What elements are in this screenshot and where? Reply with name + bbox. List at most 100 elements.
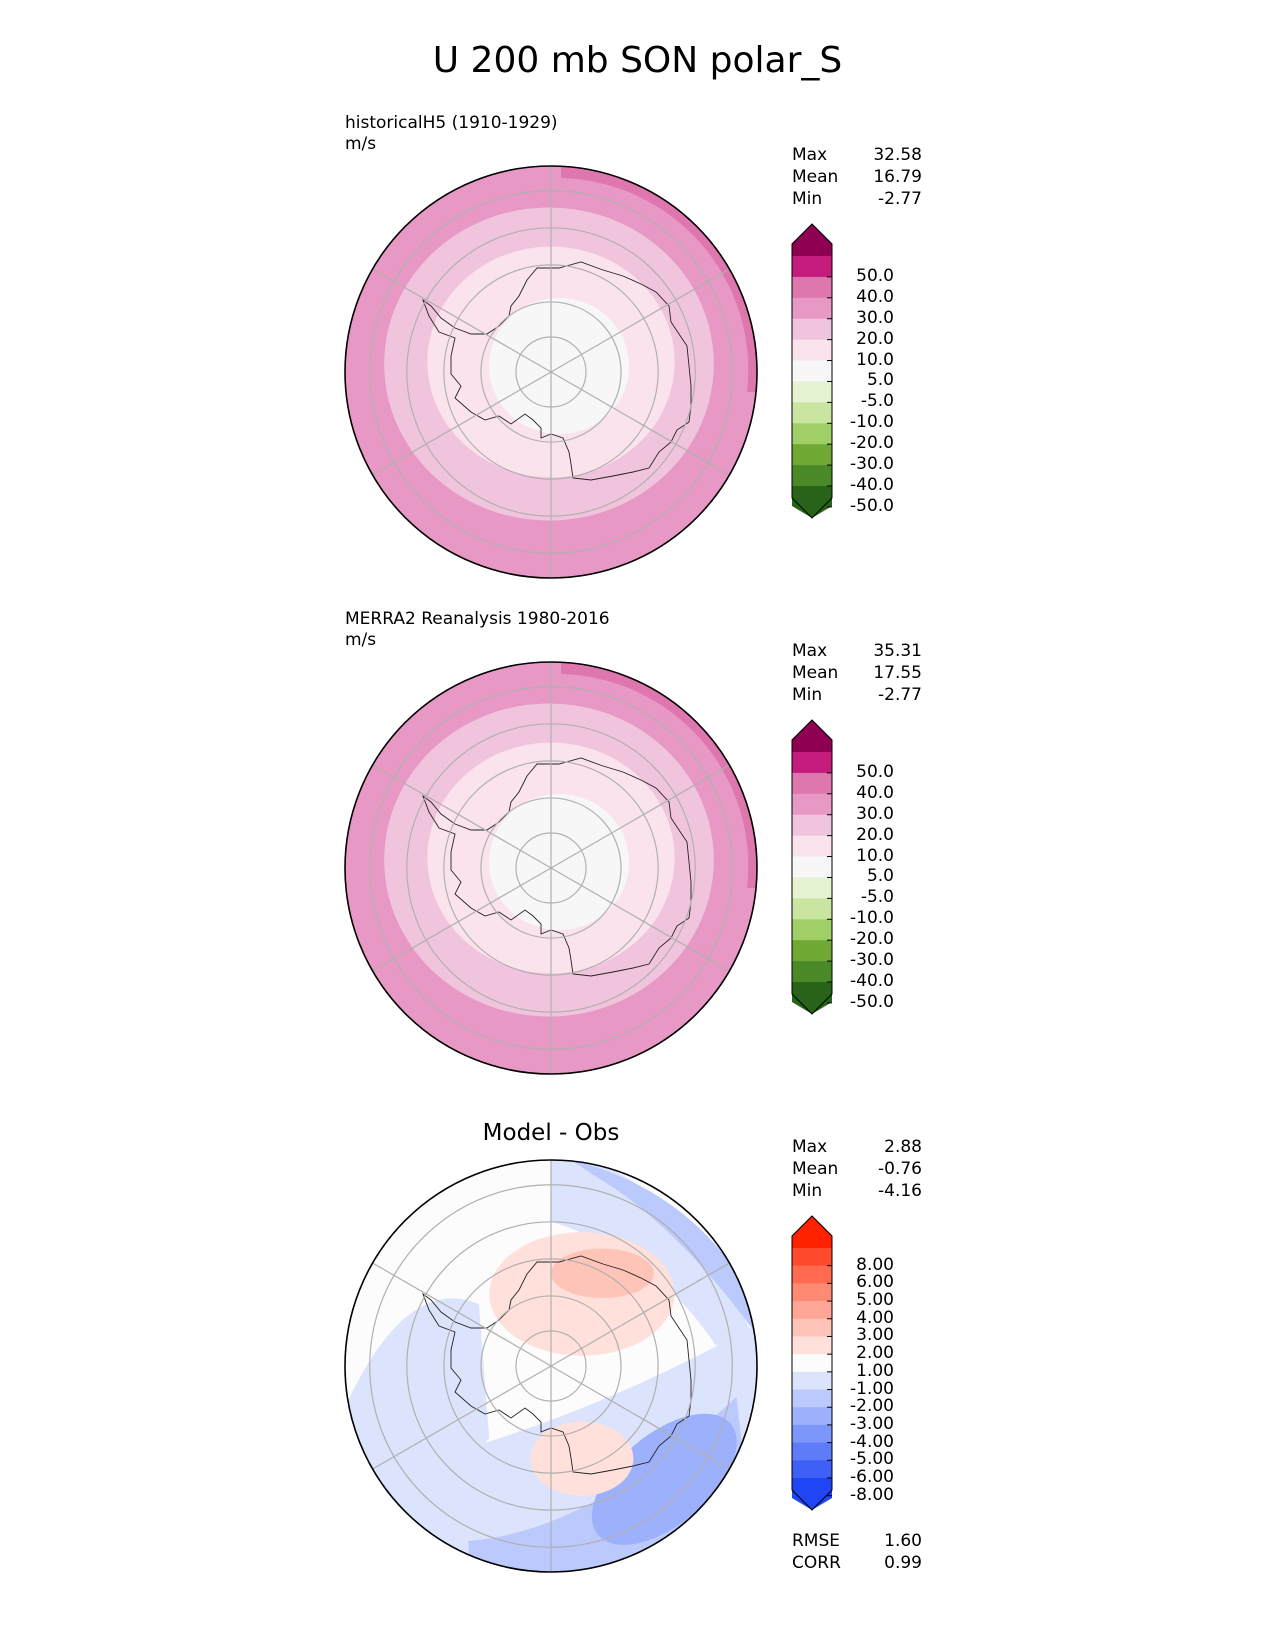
panel3-colorbar-swatch-7: [792, 1354, 832, 1373]
panel3-colorbar-tick-label-8: -2.00: [850, 1396, 894, 1417]
panel3-meridian-5: [363, 1257, 552, 1367]
panel3-fill-pos1-south: [530, 1421, 634, 1496]
panel1-colorbar-swatch-4: [792, 318, 832, 341]
panel3-rmse-label: RMSE: [792, 1531, 841, 1551]
panel2-max-value: 35.31: [873, 641, 922, 661]
panel3-colorbar-swatch-10: [792, 1407, 832, 1426]
panel2-stats: Max 35.31 Mean 17.55 Min -2.77: [792, 640, 922, 706]
panel1-meridian-5: [363, 263, 552, 373]
panel1-colorbar-swatch-1: [792, 256, 832, 278]
panel1-min-value: -2.77: [878, 189, 922, 209]
panel2-colorbar-tick-label-4: 10.0: [856, 845, 894, 866]
panel3-antarctica-coastline: [422, 1255, 692, 1475]
panel3-colorbar-swatch-9: [792, 1389, 832, 1408]
panel3-colorbar-swatch-3: [792, 1283, 832, 1302]
panel1-fill-near-zero: [488, 298, 630, 434]
panel3-metrics: RMSE 1.60 CORR 0.99: [792, 1530, 922, 1574]
panel1-fill-30-band: [561, 166, 757, 392]
panel2-colorbar-tick-label-2: 30.0: [856, 803, 894, 824]
panel3-mean-label: Mean: [792, 1159, 839, 1179]
panel3-colorbar-tick-label-9: -3.00: [850, 1413, 894, 1434]
panel3-min-label: Min: [792, 1181, 823, 1201]
panel1-antarctica-coastline: [422, 261, 692, 481]
panel1-colorbar-tick-label-8: -20.0: [850, 433, 894, 454]
panel1-max-label: Max: [792, 145, 828, 165]
panel1-fill-group: [345, 166, 757, 578]
panel1-stats: Max 32.58 Mean 16.79 Min -2.77: [792, 144, 922, 210]
panel3-fill-pos2: [551, 1248, 654, 1299]
panel1-colorbar-tick-label-2: 30.0: [856, 307, 894, 328]
panel3-colorbar-swatch-2: [792, 1265, 832, 1284]
panel1-colorbar-tick-label-0: 50.0: [856, 265, 894, 286]
panel2-colorbar-swatch-5: [792, 835, 832, 858]
panel2-colorbar-swatch-8: [792, 898, 832, 920]
panel2-fill-30-band: [561, 662, 757, 888]
panel2-colorbar-extend-max: [792, 720, 832, 752]
panel1-title: historicalH5 (1910-1929) m/s: [345, 113, 558, 155]
panel1-colorbar-outline: [791, 223, 833, 519]
panel1-colorbar-swatch-8: [792, 402, 832, 424]
panel1-max-value: 32.58: [873, 145, 922, 165]
panel3-colorbar-tick-label-12: -6.00: [850, 1467, 894, 1487]
panel2-colorbar-swatch-3: [792, 793, 832, 816]
panel3-colorbar-tick-label-0: 8.00: [856, 1254, 894, 1275]
panel1-colorbar-swatch-6: [792, 360, 832, 382]
panel2-colorbar-extend-min: [792, 982, 832, 1014]
panel3-colorbar-swatch-1: [792, 1248, 832, 1267]
panel2-colorbar-tick-label-11: -50.0: [850, 991, 894, 1012]
panel3-colorbar-tick-label-3: 4.00: [856, 1307, 894, 1328]
panel3-colorbar-swatch-12: [792, 1442, 832, 1461]
panel1-min-label: Min: [792, 189, 823, 209]
panel2-mean-label: Mean: [792, 663, 839, 683]
panel3-max-value: 2.88: [884, 1137, 922, 1157]
panel2-units: m/s: [345, 630, 377, 650]
panel2-colorbar-tick-label-9: -30.0: [850, 950, 894, 971]
panel3-colorbar-tick-label-1: 6.00: [856, 1272, 894, 1293]
panel1-colorbar-tick-label-11: -50.0: [850, 495, 894, 516]
panel2-colorbar-swatch-4: [792, 814, 832, 837]
panel1-colorbar-tick-label-6: -5.0: [860, 391, 894, 412]
panel1-colorbar-tick-label-1: 40.0: [856, 286, 894, 307]
panel2-colorbar-swatch-7: [792, 877, 832, 899]
panel3-colorbar-swatch-13: [792, 1460, 832, 1479]
panel1-colorbar-tick-label-3: 20.0: [856, 328, 894, 349]
panel1-colorbar-tick-label-5: 5.0: [866, 370, 894, 391]
panel3-colorbar-outline: [791, 1215, 833, 1511]
panel1-colorbar-swatch-5: [792, 339, 832, 362]
panel2-colorbar-swatch-9: [792, 919, 832, 941]
panel3-mean-value: -0.76: [878, 1159, 922, 1179]
panel2-mean-value: 17.55: [873, 663, 922, 683]
panel2-colorbar-tick-label-8: -20.0: [850, 929, 894, 950]
panel2-colorbar-tick-label-10: -40.0: [850, 971, 894, 991]
panel3-colorbar-tick-label-4: 3.00: [856, 1325, 894, 1346]
panel1-colorbar-tick-label-4: 10.0: [856, 349, 894, 370]
panel2-fill-near-zero: [488, 794, 630, 930]
panel3-meridian-4: [363, 1365, 552, 1475]
panel2-colorbar-swatch-1: [792, 752, 832, 774]
panel3-fill-neg3: [591, 1413, 737, 1545]
panel3-corr-label: CORR: [792, 1553, 841, 1573]
panel3-colorbar-swatch-4: [792, 1301, 832, 1320]
panel1-meridian-1: [550, 263, 739, 373]
panel1-colorbar-swatch-2: [792, 276, 832, 299]
panel2-min-value: -2.77: [878, 685, 922, 705]
panel1-colorbar-swatch-3: [792, 297, 832, 320]
panel2-min-label: Min: [792, 685, 823, 705]
panel1-colorbar-swatch-10: [792, 444, 832, 466]
panel2-colorbar-tick-label-7: -10.0: [850, 908, 894, 929]
panel3-colorbar-tick-label-10: -4.00: [850, 1431, 894, 1452]
panel2-colorbar-tick-label-5: 5.0: [866, 866, 894, 887]
panel3-colorbar-swatch-6: [792, 1336, 832, 1355]
panel3-min-value: -4.16: [878, 1181, 922, 1201]
panel3-map-boundary: [344, 1159, 758, 1573]
panel2-colorbar-tick-label-0: 50.0: [856, 761, 894, 782]
panel2-fill-group: [345, 662, 757, 1074]
panel3-colorbar-tick-label-6: 1.00: [856, 1360, 894, 1381]
panel1-mean-value: 16.79: [873, 167, 922, 187]
panel2-colorbar-tick-label-6: -5.0: [860, 887, 894, 908]
